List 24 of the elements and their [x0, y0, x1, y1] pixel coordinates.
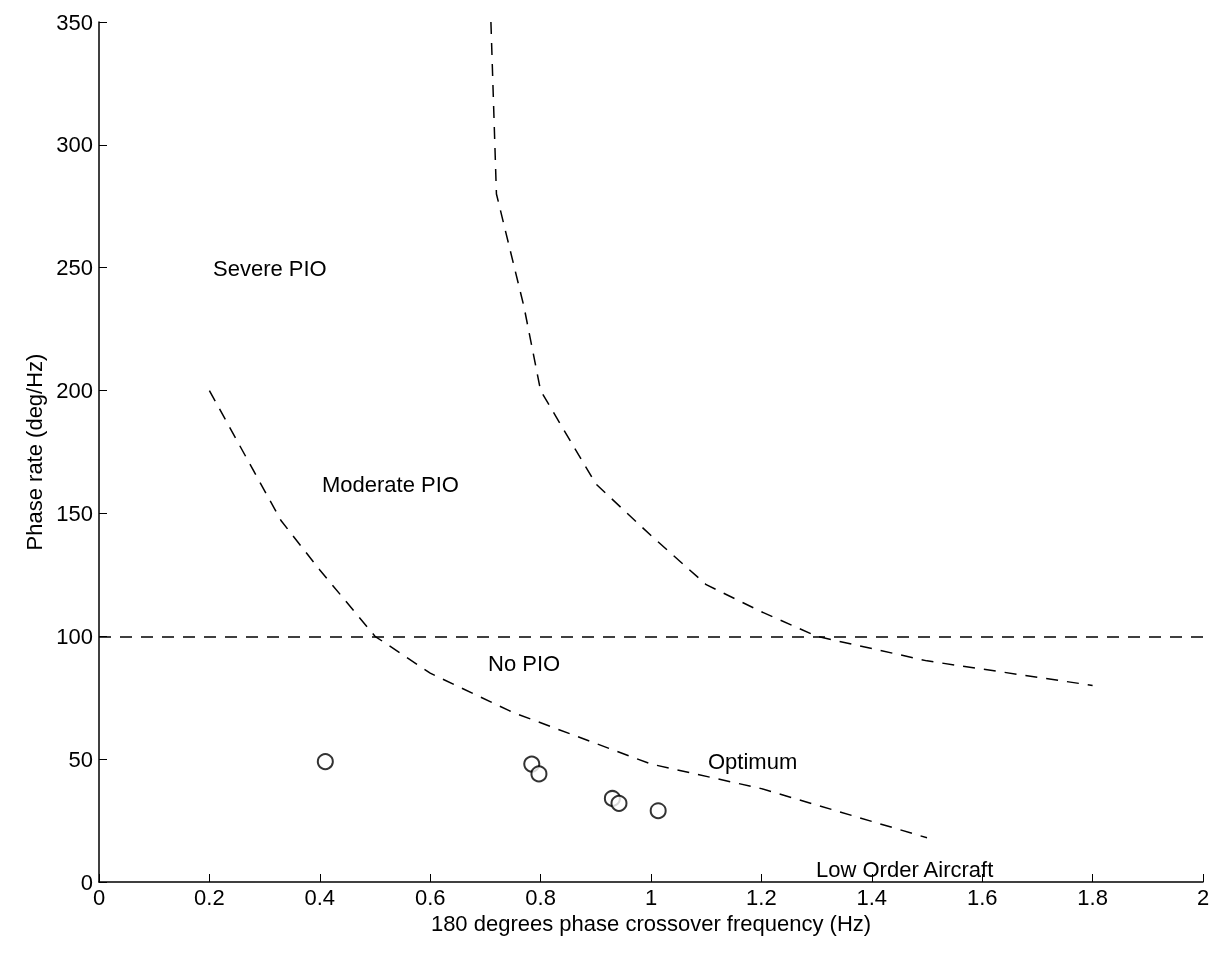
x-tick-label: 1 [644, 884, 658, 910]
x-tick-label: 0.8 [525, 884, 556, 910]
y-tick-label: 200 [56, 378, 93, 404]
x-axis-title: 180 degrees phase crossover frequency (Hz) [430, 911, 872, 937]
annotation: Moderate PIO [322, 471, 459, 497]
annotation: Low Order Aircraft [816, 856, 994, 882]
x-tick-label: 1.4 [856, 884, 888, 910]
x-tick-label: 0.6 [414, 884, 446, 910]
y-tick-label: 100 [56, 623, 93, 649]
annotation: Severe PIO [213, 255, 327, 281]
x-tick-label: 0.2 [194, 884, 225, 910]
annotation: Optimum [708, 748, 798, 774]
x-tick-label: 1.6 [966, 884, 998, 910]
x-tick-label: 1.8 [1077, 884, 1108, 910]
annotation: No PIO [488, 650, 561, 676]
x-tick-label: 2 [1196, 884, 1210, 910]
y-tick-label: 350 [56, 9, 93, 35]
y-tick-label: 250 [56, 255, 93, 281]
y-tick-label: 150 [56, 500, 93, 526]
y-tick-label: 300 [56, 132, 93, 158]
y-tick-label: 50 [68, 746, 93, 772]
x-tick-label: 0.4 [304, 884, 336, 910]
y-axis-title: Phase rate (deg/Hz) [21, 353, 47, 551]
x-tick-label: 1.2 [746, 884, 777, 910]
